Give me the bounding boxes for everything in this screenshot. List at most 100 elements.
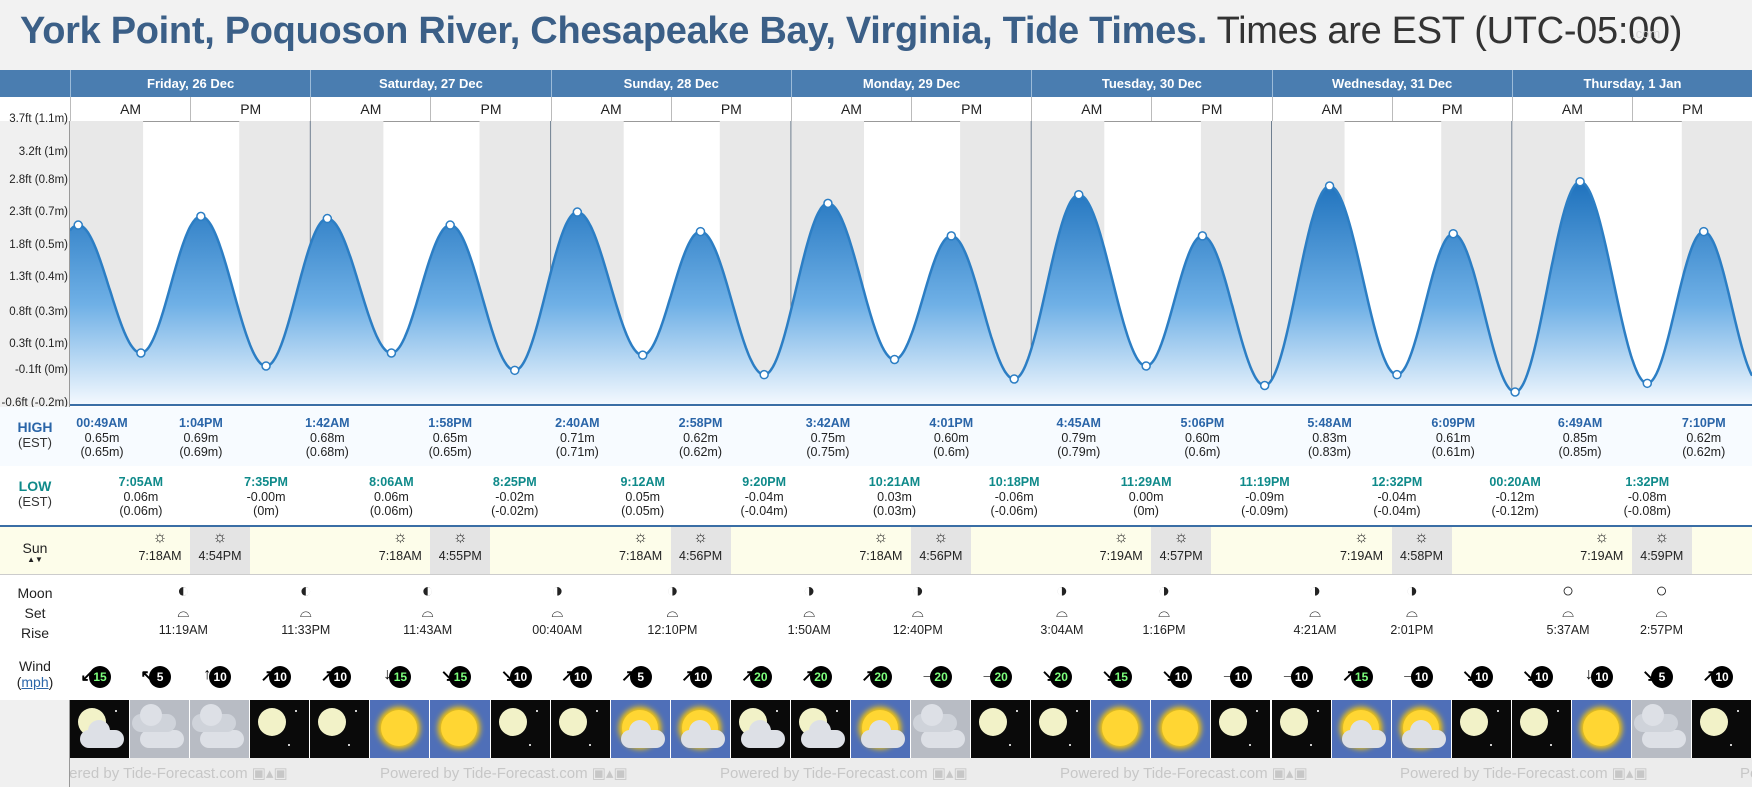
- am-label: AM: [1511, 97, 1632, 121]
- low-tide-height-alt: (-0.04m): [1373, 504, 1421, 518]
- low-tide-height: -0.00m: [246, 489, 286, 504]
- sunrise-cell: ☼ 7:18AM: [370, 527, 430, 574]
- sunrise-time: 7:18AM: [378, 549, 422, 563]
- y-tick-label: 3.2ft (1m): [18, 145, 68, 158]
- wind-direction-icon: ↖: [140, 668, 154, 685]
- wind-speed-badge: 15: [1110, 666, 1133, 688]
- weather-sun-icon: [1571, 700, 1632, 758]
- low-tide-point: [386, 348, 397, 358]
- am-label: AM: [70, 97, 190, 121]
- wind-direction-icon: →: [920, 666, 937, 683]
- high-tide-entry: 00:49AM 0.65m (0.65m): [68, 416, 136, 460]
- sunset-time: 4:54PM: [198, 549, 242, 563]
- high-tide-height-alt: (0.6m): [1184, 445, 1221, 459]
- weather-row: [0, 700, 1752, 758]
- high-tide-entry: 1:58PM 0.65m (0.65m): [416, 416, 484, 460]
- sunset-cell: ☼ 4:56PM: [670, 527, 731, 574]
- moon-entry: ◐ ⌓ 11:43AM: [394, 579, 462, 637]
- high-tide-height-alt: (0.65m): [428, 445, 472, 459]
- low-tide-point: [1009, 374, 1019, 384]
- low-tide-entry: 11:19PM -0.09m (-0.09m): [1231, 475, 1299, 519]
- wind-speed-badge: 5: [149, 666, 172, 688]
- wind-speed-badge: 10: [689, 666, 712, 688]
- high-tide-height-alt: (0.69m): [179, 445, 223, 459]
- wind-speed-badge: 20: [749, 666, 772, 688]
- tide-chart: [0, 121, 1752, 406]
- star: [1069, 744, 1072, 746]
- wind-unit-link[interactable]: mph: [21, 674, 49, 690]
- high-tide-point: [1324, 181, 1335, 191]
- low-tide-entry: 8:25PM -0.02m (-0.02m): [481, 475, 549, 519]
- pm-label: PM: [430, 97, 550, 121]
- high-tide-height-alt: (0.68m): [305, 445, 349, 459]
- moon-phase-icon: ◑: [551, 580, 564, 602]
- high-tide-height: 0.71m: [559, 430, 595, 445]
- high-tide-time: 1:42AM: [305, 416, 350, 430]
- weather-night-icon: [1511, 700, 1572, 758]
- footer-badge: ▣▴▣: [247, 765, 288, 782]
- star: [528, 744, 531, 746]
- y-tick-label: 0.8ft (0.3m): [9, 305, 68, 318]
- moon-time: 12:10PM: [647, 623, 698, 637]
- am-label: AM: [550, 97, 671, 121]
- low-tide-height-alt: (-0.06m): [990, 504, 1038, 518]
- moonrise-icon: ⌓: [177, 604, 190, 621]
- high-tide-height: 0.68m: [309, 430, 345, 445]
- low-tide-time: 10:18PM: [988, 475, 1040, 489]
- moon-phase-icon: ◑: [1309, 580, 1322, 602]
- high-tide-point: [1074, 189, 1084, 200]
- wind-unit-open: (: [16, 674, 22, 690]
- sun-glyph: [1162, 710, 1199, 746]
- footer-powered-by: Powered by Tide-Forecast.com ▣▴▣: [70, 764, 288, 782]
- low-tide-height: 0.06m: [374, 489, 409, 504]
- wind-speed-badge: 20: [1050, 666, 1073, 688]
- low-tide-entry: 7:35PM -0.00m (0m): [232, 475, 300, 519]
- high-tide-entry: 4:45AM 0.79m (0.79m): [1045, 416, 1113, 460]
- moon-time: 12:40PM: [892, 623, 943, 637]
- wind-direction-icon: ↗: [741, 668, 755, 685]
- high-tide-point: [322, 213, 333, 224]
- high-tide-entry: 1:42AM 0.68m (0.68m): [293, 416, 361, 460]
- low-tide-entry: 12:32PM -0.04m (-0.04m): [1363, 475, 1431, 519]
- high-tide-time: 3:42AM: [805, 416, 851, 430]
- wind-direction-icon: ↗: [1341, 668, 1356, 685]
- low-tide-point: [510, 365, 520, 376]
- moon-glyph: [1279, 708, 1308, 736]
- moon-phase-icon: ◑: [1405, 580, 1418, 602]
- low-tide-height: 0.05m: [625, 489, 661, 504]
- wind-direction-icon: ↘: [1522, 668, 1536, 685]
- star: [1730, 744, 1733, 746]
- wind-direction-icon: ↘: [1161, 668, 1176, 685]
- wind-speed-badge: 20: [870, 666, 892, 688]
- moon-entry: ○ ⌓ 2:57PM: [1627, 579, 1695, 637]
- sunrise-time: 7:19AM: [1339, 549, 1384, 563]
- sunrise-time: 7:19AM: [1099, 549, 1143, 563]
- moon-entry: ◑ ⌓ 00:40AM: [523, 579, 591, 637]
- moon-phase-icon: ○: [1655, 580, 1668, 602]
- high-tide-height: 0.60m: [1185, 430, 1220, 445]
- cloud-glyph: [1341, 720, 1386, 748]
- low-label-text: LOW: [18, 478, 52, 494]
- high-tide-height-alt: (0.71m): [555, 445, 599, 459]
- moon-phase-icon: ◐: [177, 580, 190, 602]
- low-tide-point: [1259, 380, 1270, 391]
- sunrise-time: 7:18AM: [859, 549, 903, 563]
- moon-glyph: [318, 708, 347, 736]
- wind-direction-icon: →: [980, 666, 997, 683]
- moon-glyph: [498, 708, 527, 736]
- low-tide-point: [637, 350, 648, 360]
- sun-glyph: [441, 710, 478, 746]
- wind-direction-icon: ↘: [440, 668, 455, 685]
- am-label: AM: [310, 97, 430, 121]
- wind-speed-badge: 10: [1170, 666, 1193, 688]
- moon-time: 2:57PM: [1639, 623, 1684, 637]
- wind-direction-icon: ↗: [260, 668, 274, 685]
- am-label: AM: [790, 97, 911, 121]
- moon-time: 5:37AM: [1546, 623, 1590, 637]
- sunrise-cell: ☼ 7:19AM: [1091, 527, 1151, 574]
- sunrise-icon: ☼: [633, 529, 648, 546]
- low-tide-height-alt: (-0.09m): [1241, 504, 1289, 518]
- sunset-cell: ☼ 4:59PM: [1631, 527, 1692, 574]
- cloud-glyph: [1633, 704, 1678, 732]
- moon-entry: ○ ⌓ 5:37AM: [1534, 579, 1602, 637]
